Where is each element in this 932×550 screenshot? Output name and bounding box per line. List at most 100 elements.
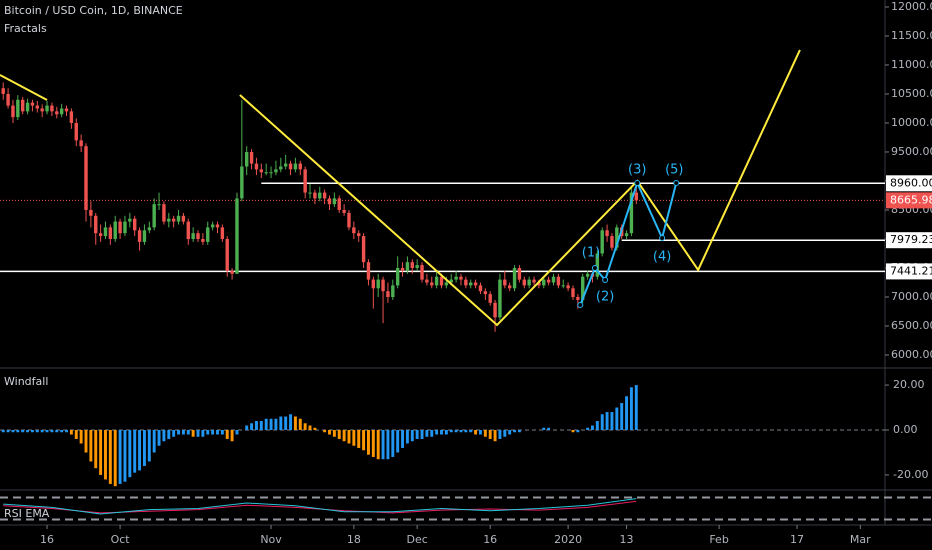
histogram-bar — [615, 407, 619, 430]
candle-body — [624, 233, 629, 237]
histogram-bar — [40, 430, 44, 433]
histogram-bar — [449, 430, 453, 433]
x-tick-label: 16 — [40, 533, 54, 546]
histogram-bar — [157, 430, 161, 446]
histogram-bar — [172, 430, 176, 437]
pane-title: Windfall — [4, 375, 48, 388]
price-label: 7441.21 — [890, 264, 932, 277]
x-tick-label: 2020 — [554, 533, 582, 546]
histogram-bar — [274, 418, 278, 430]
histogram-bar — [396, 430, 400, 453]
price-label-box — [886, 232, 932, 249]
candle-body — [186, 221, 190, 239]
candle-body — [132, 218, 137, 231]
wave-label: (2) — [596, 289, 614, 304]
x-tick-label: 16 — [483, 533, 497, 546]
candle-body — [581, 276, 585, 300]
candle-body — [376, 279, 380, 289]
candle-body — [512, 267, 517, 289]
histogram-bar — [576, 430, 580, 433]
candle-body — [118, 221, 122, 234]
candle-body — [371, 279, 376, 289]
candle-body — [89, 209, 93, 216]
candle-body — [610, 236, 614, 248]
candle-body — [176, 215, 181, 222]
candle-body — [556, 276, 561, 286]
histogram-bar — [493, 430, 497, 442]
y-tick-label: 6500.00 — [891, 319, 932, 332]
histogram-bar — [162, 430, 166, 442]
y-tick-label: 11500.00 — [891, 29, 932, 42]
candle-body — [196, 233, 200, 239]
histogram-bar — [488, 430, 492, 439]
candle-body — [55, 111, 59, 115]
candle-body — [35, 105, 40, 109]
candle-body — [191, 233, 195, 239]
histogram-bar — [605, 412, 609, 430]
candle-body — [98, 233, 103, 237]
candle-body — [527, 279, 531, 286]
candle-body — [561, 285, 565, 287]
histogram-bar — [254, 421, 258, 430]
candle-body — [615, 227, 619, 248]
histogram-bar — [133, 430, 137, 473]
candle-body — [507, 285, 512, 289]
candle-body — [439, 276, 444, 286]
histogram-bar — [586, 427, 590, 430]
candle-body — [225, 238, 229, 271]
histogram-bar — [440, 430, 443, 435]
wave-label: (1) — [582, 245, 600, 260]
candle-body — [425, 279, 429, 283]
candle-body — [546, 279, 551, 283]
histogram-bar — [357, 430, 361, 448]
candle-body — [230, 270, 234, 274]
candle-body — [420, 265, 424, 280]
indicator-label: Fractals — [4, 22, 47, 35]
price-label: 8665.98 — [890, 193, 932, 206]
pane-title: RSI EMA — [4, 507, 50, 520]
candle-body — [162, 204, 166, 222]
candle-body — [264, 172, 268, 174]
histogram-bar — [313, 427, 317, 430]
histogram-bar — [55, 430, 59, 433]
candle-body — [30, 102, 35, 106]
histogram-bar — [201, 430, 205, 437]
wave-label: (3) — [628, 162, 646, 177]
candle-body — [249, 151, 254, 164]
candle-body — [84, 146, 88, 210]
histogram-bar — [405, 430, 409, 444]
candle-body — [279, 166, 283, 170]
histogram-bar — [89, 430, 93, 462]
histogram-bar — [293, 416, 297, 430]
candle-body — [322, 192, 327, 199]
histogram-bar — [410, 430, 414, 442]
histogram-bar — [16, 430, 20, 433]
candle-body — [483, 291, 488, 295]
candle-body — [240, 166, 244, 199]
y-tick-label: 12000.00 — [891, 0, 932, 13]
histogram-bar — [517, 430, 521, 433]
candle-body — [395, 267, 400, 286]
candle-body — [537, 282, 541, 286]
x-tick-label: Dec — [407, 533, 428, 546]
y-tick-label: 6000.00 — [891, 348, 932, 361]
candle-body — [434, 276, 439, 286]
histogram-bar — [216, 430, 219, 435]
candle-body — [288, 163, 293, 170]
y-tick-label: 10500.00 — [891, 87, 932, 100]
histogram-bar — [177, 430, 180, 435]
histogram-bar — [352, 430, 356, 446]
histogram-bar — [415, 430, 419, 439]
histogram-bar — [542, 427, 546, 430]
histogram-bar — [128, 430, 132, 478]
candle-body — [11, 105, 15, 118]
histogram-bar — [323, 430, 327, 433]
histogram-bar — [113, 430, 117, 487]
x-tick-label: 13 — [620, 533, 634, 546]
candle-body — [498, 279, 502, 318]
histogram-bar — [26, 430, 30, 433]
histogram-bar — [104, 430, 107, 480]
histogram-bar — [386, 430, 390, 460]
candle-body — [517, 267, 522, 280]
histogram-bar — [342, 430, 346, 442]
